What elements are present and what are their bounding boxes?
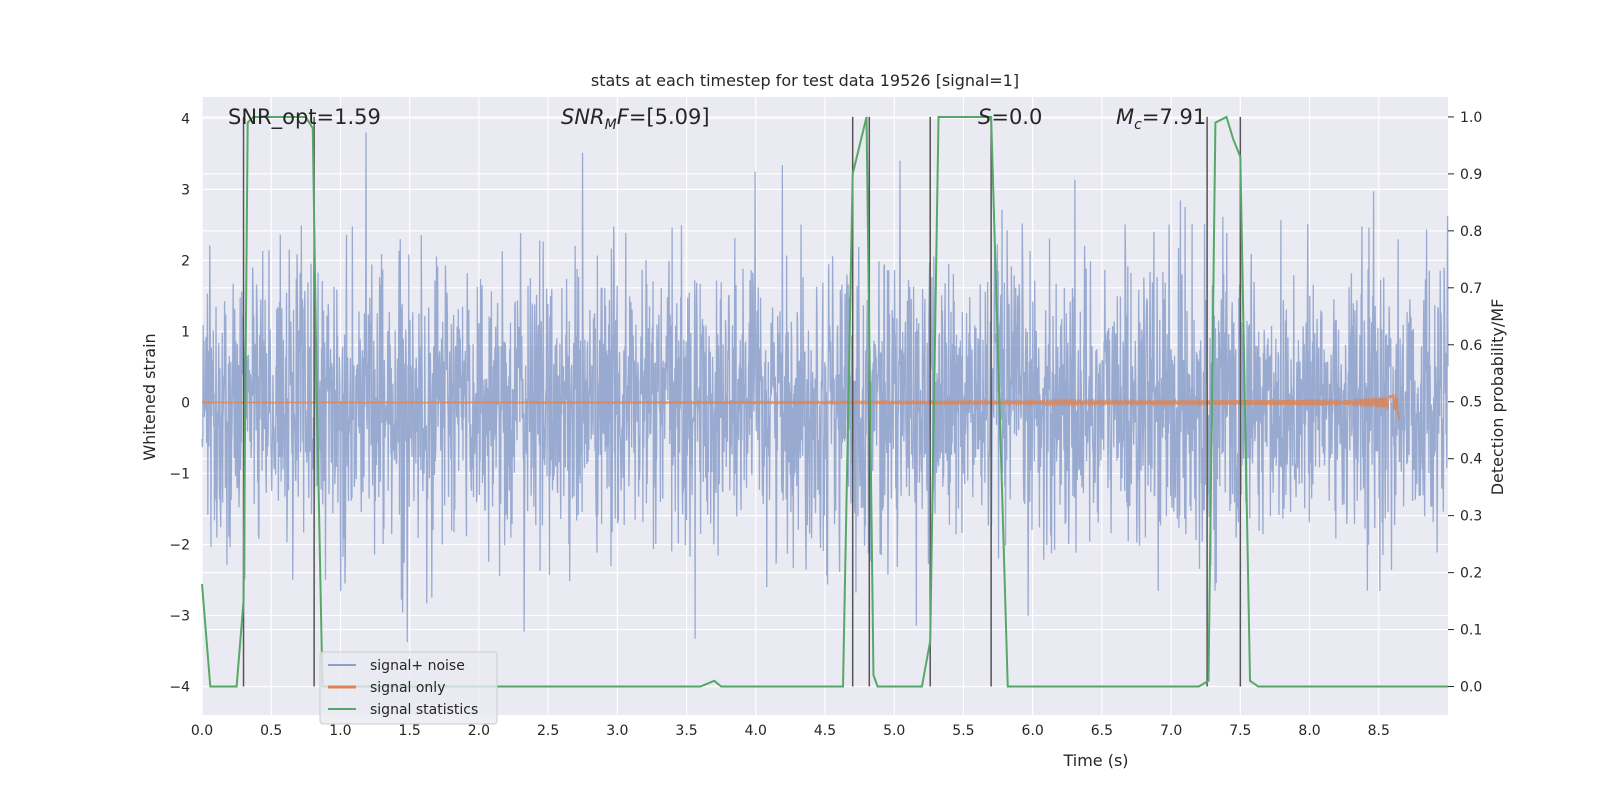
y2-tick-2: 0.8	[1460, 224, 1482, 240]
y2-tick-7: 0.3	[1460, 509, 1482, 525]
x-axis-label: Time (s)	[1062, 751, 1128, 770]
x-tick-16: 8.0	[1298, 723, 1320, 739]
y-tick-0: 4	[181, 111, 190, 127]
annotation-s: S=0.0	[978, 105, 1042, 129]
annotation-snr-opt: SNR_opt=1.59	[228, 105, 381, 130]
y2-tick-5: 0.5	[1460, 395, 1482, 411]
chart-title: stats at each timestep for test data 195…	[591, 71, 1019, 90]
legend-box	[319, 651, 498, 725]
x-tick-3: 1.5	[399, 723, 421, 739]
x-tick-6: 3.0	[606, 723, 628, 739]
y2-tick-10: 0.0	[1460, 680, 1482, 696]
y2-tick-9: 0.1	[1460, 623, 1482, 639]
y2-tick-8: 0.2	[1460, 566, 1482, 582]
y-tick-7: −3	[169, 609, 190, 625]
signal-statistics-line	[201, 115, 1448, 688]
y-tick-4: 0	[181, 395, 190, 411]
x-tick-7: 3.5	[675, 723, 697, 739]
y2-axis-ticks: 1.0 0.9 0.8 0.7 0.6 0.5 0.4 0.3 0.2 0.1 0.0	[1448, 110, 1482, 696]
legend-label-signal-only: signal only	[370, 680, 445, 696]
annotation-mc: Mc=7.91	[1116, 105, 1206, 133]
x-tick-1: 0.5	[260, 723, 282, 739]
y2-tick-6: 0.4	[1460, 452, 1482, 468]
y-tick-5: −1	[169, 466, 190, 482]
series-signal-only	[201, 393, 1400, 421]
y2-axis-label: Detection probability/MF	[1488, 299, 1507, 496]
annotation-snr-mf: SNRMF=[5.09]	[561, 105, 710, 133]
y2-tick-4: 0.6	[1460, 338, 1482, 354]
y2-tick-0: 1.0	[1460, 110, 1482, 126]
y-axis-label: Whitened strain	[140, 333, 159, 460]
x-tick-15: 7.5	[1229, 723, 1251, 739]
y-tick-8: −4	[169, 680, 190, 696]
x-tick-13: 6.5	[1091, 723, 1113, 739]
x-tick-5: 2.5	[537, 723, 559, 739]
annotations: SNR_opt=1.59 SNRMF=[5.09] S=0.0 Mc=7.91	[228, 105, 1206, 133]
x-tick-9: 4.5	[814, 723, 836, 739]
y2-tick-1: 0.9	[1460, 167, 1482, 183]
x-tick-4: 2.0	[468, 723, 490, 739]
y-tick-2: 2	[181, 253, 190, 269]
x-axis-ticks: 0.0 0.5 1.0 1.5 2.0 2.5 3.0 3.5 4.0 4.5 5.0 5.5 6.0 6…	[191, 723, 1390, 739]
y-tick-1: 3	[181, 182, 190, 198]
signal-only-line	[201, 393, 1400, 421]
x-tick-12: 6.0	[1022, 723, 1044, 739]
y2-tick-3: 0.7	[1460, 281, 1482, 297]
series-signal-statistics	[201, 115, 1449, 688]
legend-label-signal-statistics: signal statistics	[370, 702, 478, 718]
legend: signal+ noise signal only signal statist…	[319, 651, 498, 725]
x-tick-2: 1.0	[329, 723, 351, 739]
y-tick-6: −2	[169, 538, 190, 554]
x-tick-14: 7.0	[1160, 723, 1182, 739]
legend-label-signal-noise: signal+ noise	[370, 658, 465, 674]
y-tick-3: 1	[181, 324, 190, 340]
x-tick-0: 0.0	[191, 723, 213, 739]
x-tick-8: 4.0	[745, 723, 767, 739]
x-tick-17: 8.5	[1368, 723, 1390, 739]
x-tick-10: 5.0	[883, 723, 905, 739]
x-tick-11: 5.5	[952, 723, 974, 739]
y-axis-ticks: 4 3 2 1 0 −1 −2 −3 −4	[169, 111, 190, 695]
